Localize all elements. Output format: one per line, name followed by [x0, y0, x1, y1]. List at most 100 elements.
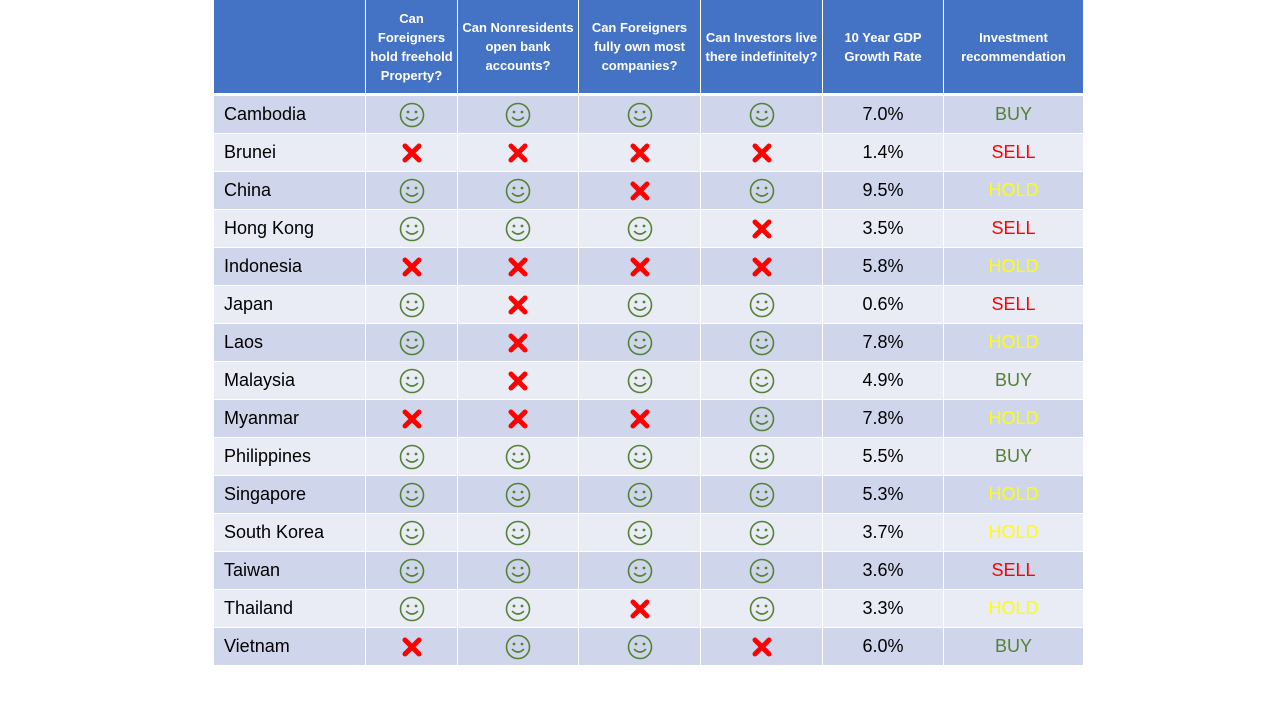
red-x-icon — [751, 256, 773, 278]
country-name: Vietnam — [214, 628, 366, 666]
residency-cell — [701, 324, 823, 362]
red-x-icon — [751, 142, 773, 164]
red-x-icon — [751, 218, 773, 240]
smiley-face-icon — [627, 558, 653, 584]
gdp-growth-value: 5.3% — [823, 476, 944, 514]
gdp-growth-value: 7.0% — [823, 96, 944, 134]
freehold-property-cell — [366, 248, 458, 286]
residency-cell — [701, 96, 823, 134]
header-residency: Can Investors live there indefinitely? — [701, 0, 823, 96]
recommendation-value: SELL — [944, 286, 1083, 324]
bank-accounts-cell — [458, 438, 579, 476]
smiley-face-icon — [505, 482, 531, 508]
red-x-icon — [507, 256, 529, 278]
smiley-face-icon — [505, 596, 531, 622]
country-name: Indonesia — [214, 248, 366, 286]
smiley-face-icon — [749, 368, 775, 394]
table-row: China 9.5% HOLD — [214, 172, 1083, 210]
company-ownership-cell — [579, 248, 701, 286]
header-recommendation: Investment recommendation — [944, 0, 1083, 96]
smiley-face-icon — [749, 102, 775, 128]
company-ownership-cell — [579, 400, 701, 438]
table-row: Taiwan 3.6% SELL — [214, 552, 1083, 590]
country-name: Cambodia — [214, 96, 366, 134]
red-x-icon — [629, 142, 651, 164]
residency-cell — [701, 286, 823, 324]
bank-accounts-cell — [458, 590, 579, 628]
table-row: Brunei 1.4% SELL — [214, 134, 1083, 172]
smiley-face-icon — [505, 102, 531, 128]
company-ownership-cell — [579, 514, 701, 552]
red-x-icon — [507, 408, 529, 430]
smiley-face-icon — [399, 482, 425, 508]
smiley-face-icon — [627, 330, 653, 356]
red-x-icon — [401, 408, 423, 430]
red-x-icon — [507, 142, 529, 164]
company-ownership-cell — [579, 476, 701, 514]
country-name: Laos — [214, 324, 366, 362]
freehold-property-cell — [366, 96, 458, 134]
freehold-property-cell — [366, 210, 458, 248]
company-ownership-cell — [579, 590, 701, 628]
gdp-growth-value: 3.5% — [823, 210, 944, 248]
table-row: Singapore 5.3% HOLD — [214, 476, 1083, 514]
bank-accounts-cell — [458, 248, 579, 286]
residency-cell — [701, 400, 823, 438]
smiley-face-icon — [749, 558, 775, 584]
freehold-property-cell — [366, 286, 458, 324]
smiley-face-icon — [749, 520, 775, 546]
bank-accounts-cell — [458, 362, 579, 400]
gdp-growth-value: 1.4% — [823, 134, 944, 172]
residency-cell — [701, 134, 823, 172]
country-name: Singapore — [214, 476, 366, 514]
residency-cell — [701, 590, 823, 628]
residency-cell — [701, 438, 823, 476]
red-x-icon — [629, 408, 651, 430]
bank-accounts-cell — [458, 210, 579, 248]
recommendation-value: HOLD — [944, 324, 1083, 362]
smiley-face-icon — [399, 330, 425, 356]
gdp-growth-value: 5.8% — [823, 248, 944, 286]
recommendation-value: BUY — [944, 438, 1083, 476]
residency-cell — [701, 552, 823, 590]
country-name: Taiwan — [214, 552, 366, 590]
recommendation-value: HOLD — [944, 514, 1083, 552]
smiley-face-icon — [505, 558, 531, 584]
gdp-growth-value: 7.8% — [823, 324, 944, 362]
table-row: Laos 7.8% HOLD — [214, 324, 1083, 362]
bank-accounts-cell — [458, 400, 579, 438]
gdp-growth-value: 3.3% — [823, 590, 944, 628]
freehold-property-cell — [366, 324, 458, 362]
recommendation-value: BUY — [944, 362, 1083, 400]
smiley-face-icon — [749, 178, 775, 204]
smiley-face-icon — [505, 634, 531, 660]
smiley-face-icon — [505, 178, 531, 204]
smiley-face-icon — [399, 520, 425, 546]
freehold-property-cell — [366, 590, 458, 628]
red-x-icon — [629, 180, 651, 202]
recommendation-value: SELL — [944, 210, 1083, 248]
red-x-icon — [507, 370, 529, 392]
residency-cell — [701, 210, 823, 248]
red-x-icon — [629, 598, 651, 620]
country-name: Thailand — [214, 590, 366, 628]
bank-accounts-cell — [458, 134, 579, 172]
table-row: South Korea 3.7% HOLD — [214, 514, 1083, 552]
gdp-growth-value: 6.0% — [823, 628, 944, 666]
bank-accounts-cell — [458, 514, 579, 552]
company-ownership-cell — [579, 134, 701, 172]
freehold-property-cell — [366, 438, 458, 476]
table-row: Vietnam 6.0% BUY — [214, 628, 1083, 666]
company-ownership-cell — [579, 286, 701, 324]
country-name: South Korea — [214, 514, 366, 552]
smiley-face-icon — [399, 444, 425, 470]
smiley-face-icon — [749, 596, 775, 622]
recommendation-value: HOLD — [944, 476, 1083, 514]
freehold-property-cell — [366, 362, 458, 400]
bank-accounts-cell — [458, 96, 579, 134]
smiley-face-icon — [505, 444, 531, 470]
smiley-face-icon — [505, 216, 531, 242]
smiley-face-icon — [749, 292, 775, 318]
residency-cell — [701, 514, 823, 552]
recommendation-value: BUY — [944, 628, 1083, 666]
